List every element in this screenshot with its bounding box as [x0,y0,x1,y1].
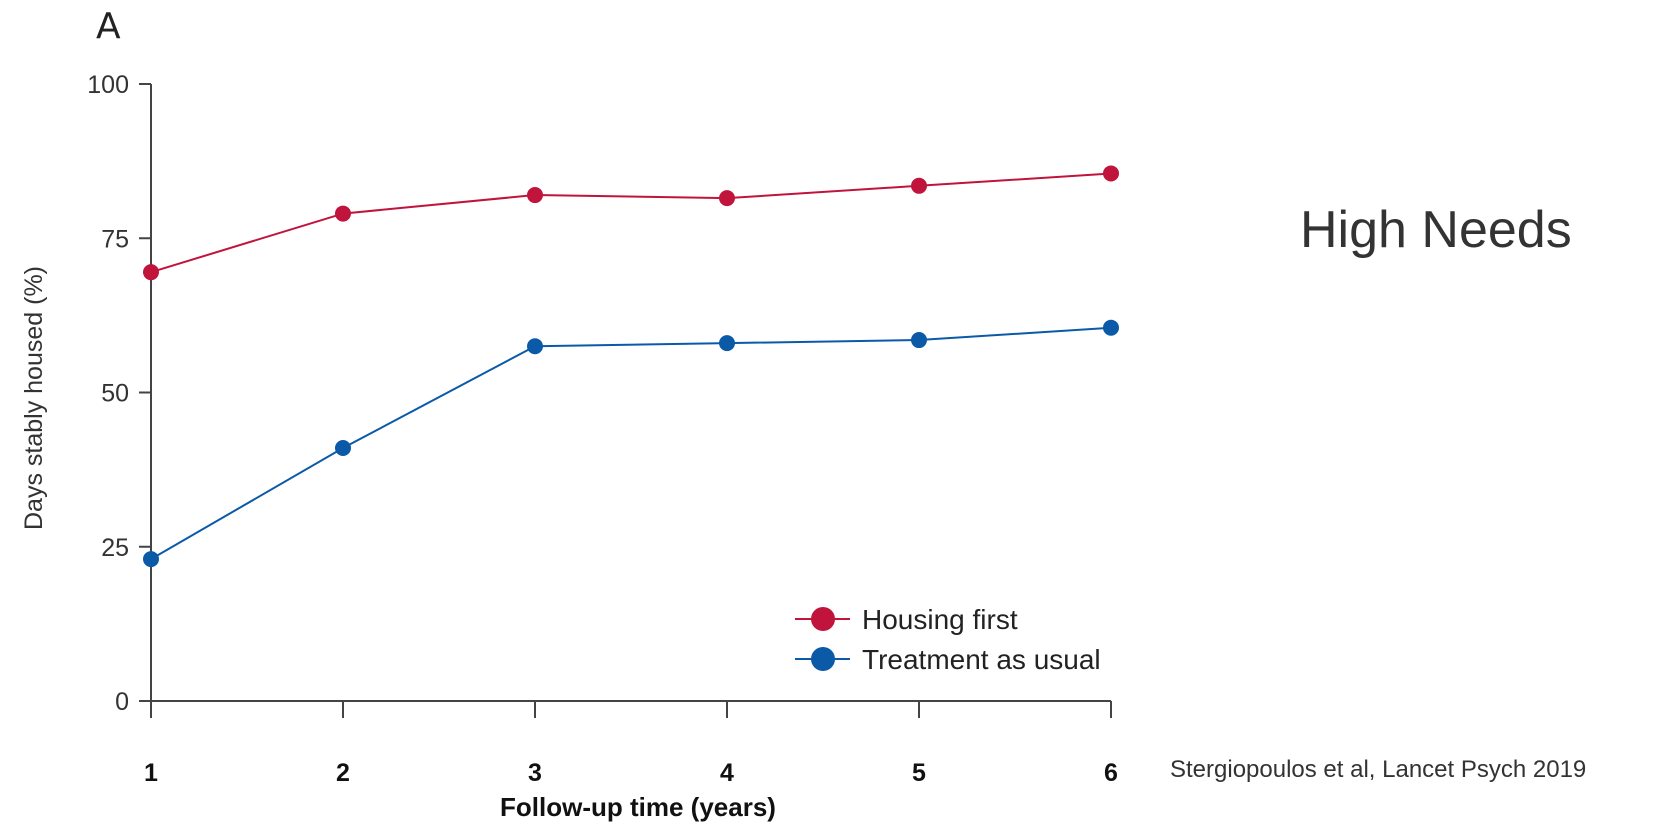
series-2 [143,319,1119,568]
data-point [143,551,159,568]
y-tick-label: 75 [101,225,129,253]
x-tick-label: 2 [336,759,350,787]
citation: Stergiopoulos et al, Lancet Psych 2019 [1170,756,1587,783]
legend-item: Treatment as usual [795,644,1101,675]
y-tick-label: 25 [101,534,129,562]
data-point [719,190,735,207]
x-tick-label: 3 [528,759,542,787]
y-axis-title: Days stably housed (%) [20,266,48,530]
series-1 [143,165,1119,281]
x-tick-label: 6 [1104,759,1118,787]
side-title: High Needs [1300,201,1572,259]
y-tick-label: 0 [115,688,129,716]
data-point [911,177,927,194]
series-layer [143,165,1119,568]
axes: 0 25 50 75 100 1 2 3 4 5 6 [87,71,1118,787]
data-point [527,338,543,355]
data-point [527,187,543,204]
data-point [911,332,927,349]
x-tick-label: 1 [144,759,158,787]
y-tick-label: 50 [101,380,129,408]
x-tick-label: 5 [912,759,926,787]
data-point [1103,165,1119,182]
panel-label: A [96,6,121,47]
data-point [1103,319,1119,336]
data-point [335,205,351,222]
legend-marker [811,647,835,671]
legend-label: Housing first [862,604,1018,635]
data-point [335,440,351,457]
legend-marker [811,607,835,631]
x-tick-label: 4 [720,759,734,787]
data-point [143,264,159,281]
legend: Housing first Treatment as usual [795,604,1101,675]
data-point [719,335,735,352]
legend-label: Treatment as usual [862,644,1101,675]
y-tick-label: 100 [87,71,129,99]
series-line [150,172,1112,274]
legend-item: Housing first [795,604,1018,635]
series-line [150,326,1112,560]
x-axis-title: Follow-up time (years) [500,792,776,822]
